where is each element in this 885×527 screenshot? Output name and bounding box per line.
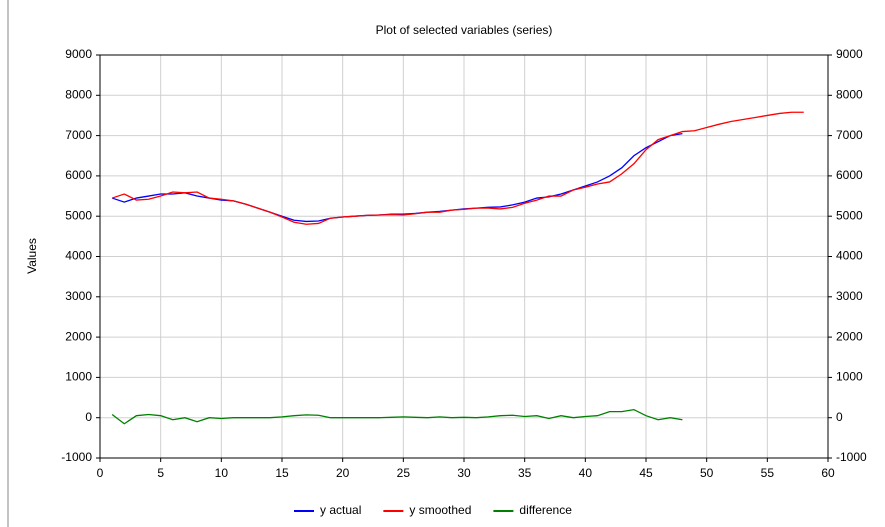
- y-tick-label: 3000: [65, 289, 92, 303]
- chart-title: Plot of selected variables (series): [376, 23, 553, 37]
- y-tick-label: 6000: [65, 168, 92, 182]
- y2-tick-label: 8000: [836, 87, 863, 101]
- y-tick-label: 4000: [65, 249, 92, 263]
- y2-tick-label: 0: [836, 410, 843, 424]
- y-tick-label: 5000: [65, 208, 92, 222]
- x-tick-label: 60: [821, 466, 835, 480]
- x-tick-label: 25: [397, 466, 411, 480]
- legend-label: difference: [519, 503, 572, 517]
- y2-tick-label: 9000: [836, 47, 863, 61]
- y2-tick-label: 1000: [836, 370, 863, 384]
- x-tick-label: 45: [639, 466, 653, 480]
- y-tick-label: 2000: [65, 329, 92, 343]
- x-tick-label: 15: [275, 466, 289, 480]
- series-line: [111, 408, 683, 425]
- x-tick-label: 40: [579, 466, 593, 480]
- y-axis-label: Values: [25, 238, 39, 274]
- series-line: [111, 111, 804, 225]
- legend-label: y smoothed: [409, 503, 471, 517]
- x-tick-label: 35: [518, 466, 532, 480]
- y-tick-label: 7000: [65, 128, 92, 142]
- x-tick-label: 20: [336, 466, 350, 480]
- y2-tick-label: 3000: [836, 289, 863, 303]
- x-tick-label: 10: [215, 466, 229, 480]
- y-tick-label: -1000: [61, 450, 92, 464]
- x-tick-label: 30: [457, 466, 471, 480]
- y2-tick-label: -1000: [836, 450, 867, 464]
- x-tick-label: 5: [157, 466, 164, 480]
- y-tick-label: 1000: [65, 370, 92, 384]
- y2-tick-label: 2000: [836, 329, 863, 343]
- y-tick-label: 0: [85, 410, 92, 424]
- series-line: [111, 132, 683, 223]
- x-tick-label: 55: [761, 466, 775, 480]
- x-tick-label: 0: [97, 466, 104, 480]
- y2-tick-label: 7000: [836, 128, 863, 142]
- legend-label: y actual: [320, 503, 361, 517]
- x-tick-label: 50: [700, 466, 714, 480]
- y2-tick-label: 4000: [836, 249, 863, 263]
- y2-tick-label: 6000: [836, 168, 863, 182]
- y-tick-label: 9000: [65, 47, 92, 61]
- plot-frame: [99, 54, 829, 459]
- y2-tick-label: 5000: [836, 208, 863, 222]
- y-tick-label: 8000: [65, 87, 92, 101]
